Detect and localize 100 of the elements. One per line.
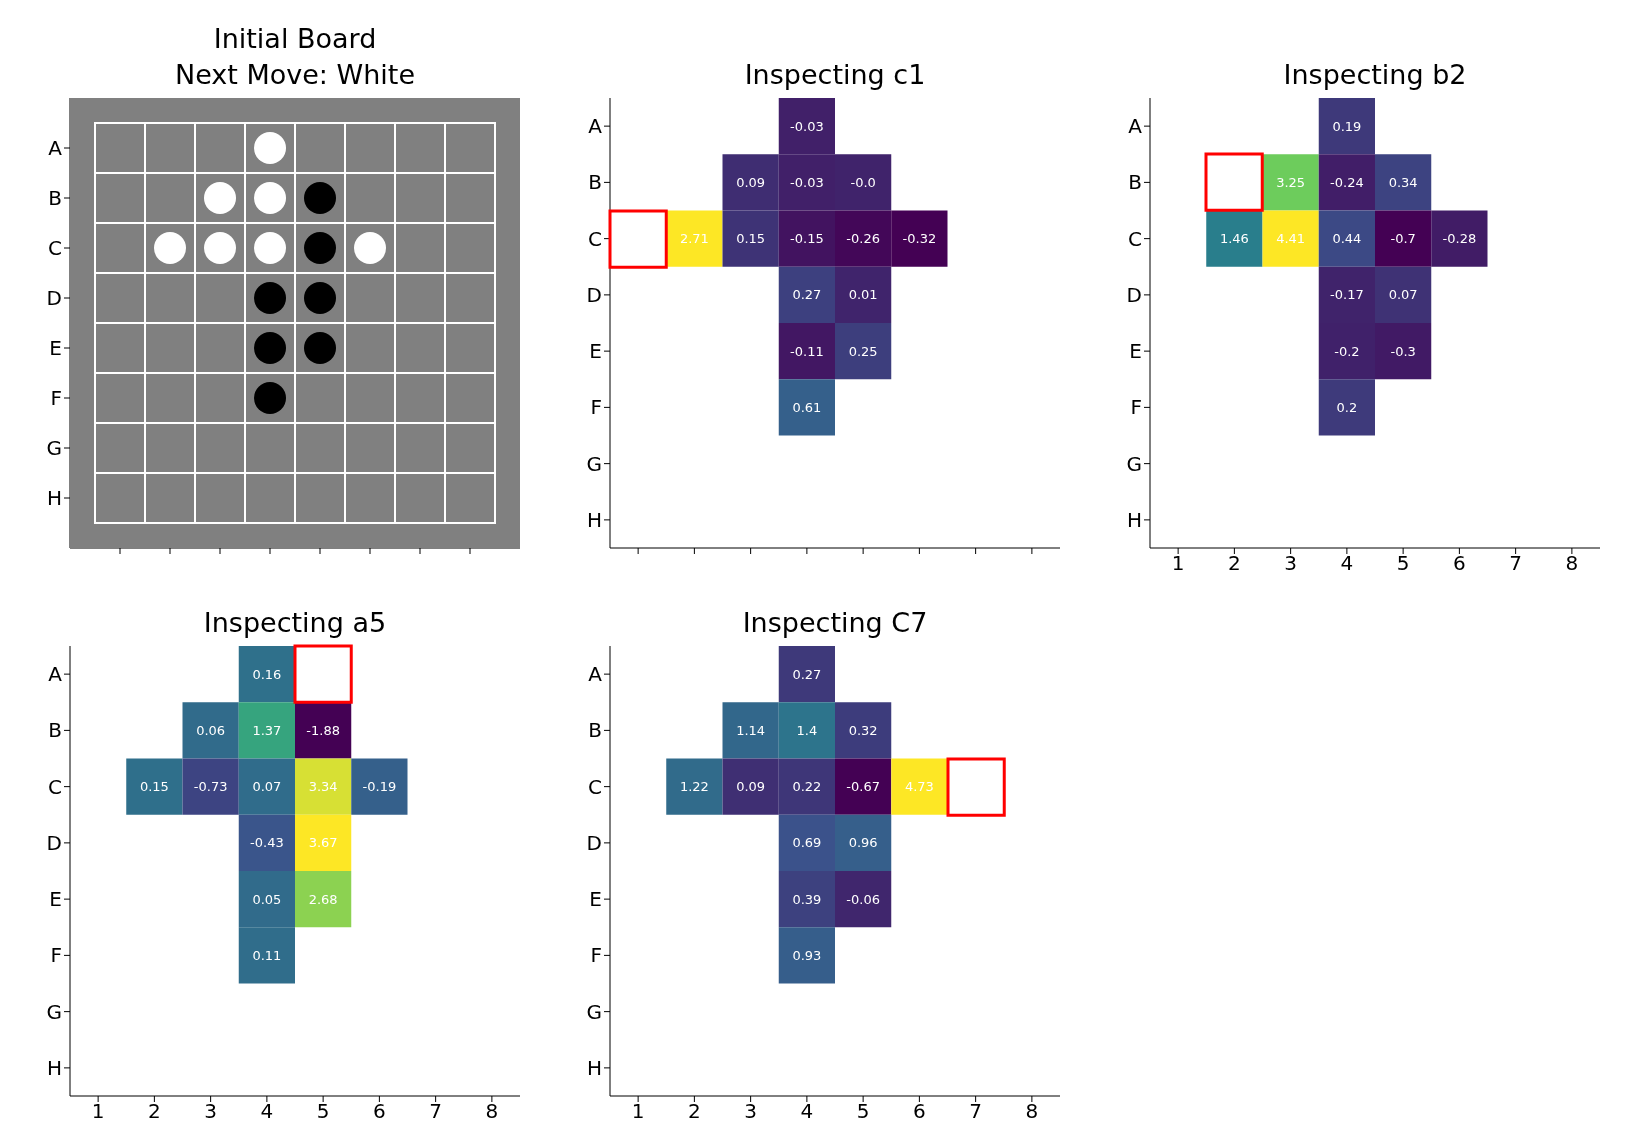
- data-label: 1.22: [679, 779, 709, 795]
- chart-title: Inspecting c1: [743, 58, 927, 92]
- x-tick-label: 8: [485, 1099, 499, 1124]
- data-label: 1.4: [796, 722, 818, 738]
- y-tick-label: G: [586, 451, 602, 476]
- data-label: 2.71: [679, 231, 709, 247]
- y-tick-label: H: [1126, 507, 1142, 532]
- data-label: -0.73: [193, 779, 228, 795]
- x-tick-label: 4: [800, 1099, 814, 1124]
- data-label: -0.26: [846, 231, 880, 247]
- data-label: 0.27: [792, 287, 822, 303]
- x-tick-label: 6: [913, 1099, 926, 1124]
- y-tick-label: E: [49, 887, 62, 912]
- data-label: 0.16: [252, 666, 282, 682]
- chart-title: Inspecting C7: [741, 606, 929, 640]
- text: Initial Board Next Move: White: [173, 22, 417, 92]
- data-label: 0.39: [792, 891, 822, 907]
- data-label: -0.03: [790, 118, 824, 134]
- y-tick-label: A: [48, 662, 63, 687]
- x-tick-label: 7: [1509, 551, 1522, 576]
- y-tick-label: F: [590, 943, 602, 968]
- y-tick-label: A: [588, 114, 603, 139]
- data-label: 0.07: [1388, 287, 1418, 303]
- data-label: -0.67: [846, 779, 880, 795]
- x-tick-label: 5: [316, 1099, 330, 1124]
- x-tick-label: 7: [969, 1099, 982, 1124]
- data-label: -1.88: [306, 722, 340, 738]
- y-tick-label: C: [1128, 226, 1142, 251]
- y-tick-label: B: [1128, 170, 1142, 195]
- y-tick-label: G: [1126, 451, 1142, 476]
- x-tick-label: 3: [1284, 551, 1297, 576]
- x-tick-label: 2: [1228, 551, 1241, 576]
- x-tick-label: 3: [204, 1099, 217, 1124]
- data-label: 3.67: [308, 835, 338, 851]
- y-tick-label: B: [588, 718, 602, 743]
- data-label: -0.11: [790, 343, 824, 359]
- data-label: 0.61: [792, 399, 822, 415]
- y-tick-label: E: [589, 339, 602, 364]
- y-tick-label: H: [586, 1055, 602, 1080]
- data-label: 0.01: [848, 287, 878, 303]
- data-label: 0.09: [736, 779, 766, 795]
- data-label: 0.44: [1332, 231, 1362, 247]
- y-tick-label: F: [1130, 395, 1142, 420]
- data-label: 1.14: [736, 722, 766, 738]
- data-label: 0.19: [1332, 118, 1362, 134]
- data-label: 0.93: [792, 947, 822, 963]
- y-tick-label: D: [1126, 282, 1142, 307]
- y-tick-label: A: [588, 662, 603, 687]
- data-label: 0.27: [792, 666, 822, 682]
- data-label: 3.25: [1276, 174, 1306, 190]
- x-tick-label: 5: [856, 1099, 870, 1124]
- y-tick-label: H: [46, 1055, 62, 1080]
- y-tick-label: C: [48, 774, 62, 799]
- data-label: -0.7: [1390, 231, 1416, 247]
- x-tick-label: 3: [744, 1099, 757, 1124]
- data-label: 0.09: [736, 174, 766, 190]
- data-label: 4.41: [1276, 231, 1306, 247]
- x-tick-label: 6: [1453, 551, 1466, 576]
- data-label: 1.37: [252, 722, 282, 738]
- y-tick-label: E: [589, 887, 602, 912]
- x-tick-label: 8: [1565, 551, 1579, 576]
- y-tick-label: G: [586, 999, 602, 1024]
- x-tick-label: 4: [260, 1099, 274, 1124]
- data-label: -0.32: [902, 231, 937, 247]
- data-label: -0.17: [1330, 287, 1364, 303]
- data-label: -0.0: [850, 174, 876, 190]
- data-label: -0.03: [790, 174, 824, 190]
- chart-title: Inspecting a5: [202, 606, 388, 640]
- y-tick-label: F: [590, 395, 602, 420]
- y-tick-label: D: [586, 830, 602, 855]
- x-tick-label: 8: [1025, 1099, 1039, 1124]
- data-label: 0.06: [196, 722, 226, 738]
- x-tick-label: 2: [148, 1099, 161, 1124]
- y-tick-label: B: [48, 718, 62, 743]
- data-label: 0.15: [736, 231, 766, 247]
- data-label: 0.22: [792, 779, 822, 795]
- data-label: 0.07: [252, 779, 282, 795]
- data-label: 0.69: [792, 835, 822, 851]
- y-tick-label: G: [46, 999, 62, 1024]
- data-label: 0.32: [848, 722, 878, 738]
- x-tick-label: 5: [1396, 551, 1410, 576]
- y-tick-label: D: [46, 830, 62, 855]
- y-tick-label: D: [586, 282, 602, 307]
- y-tick-label: C: [588, 226, 602, 251]
- x-tick-label: 6: [373, 1099, 386, 1124]
- data-label: 0.2: [1336, 399, 1358, 415]
- data-label: 0.25: [848, 343, 878, 359]
- data-label: 0.11: [252, 947, 282, 963]
- data-label: -0.24: [1330, 174, 1364, 190]
- y-tick-label: A: [1128, 114, 1143, 139]
- data-label: 0.15: [139, 779, 169, 795]
- data-label: 0.05: [252, 891, 282, 907]
- data-label: 0.34: [1388, 174, 1418, 190]
- x-tick-label: 7: [429, 1099, 442, 1124]
- y-tick-label: E: [1129, 339, 1142, 364]
- x-tick-label: 1: [91, 1099, 105, 1124]
- x-tick-label: 4: [1340, 551, 1354, 576]
- y-tick-label: F: [50, 943, 62, 968]
- y-tick-label: H: [586, 507, 602, 532]
- data-label: -0.19: [362, 779, 397, 795]
